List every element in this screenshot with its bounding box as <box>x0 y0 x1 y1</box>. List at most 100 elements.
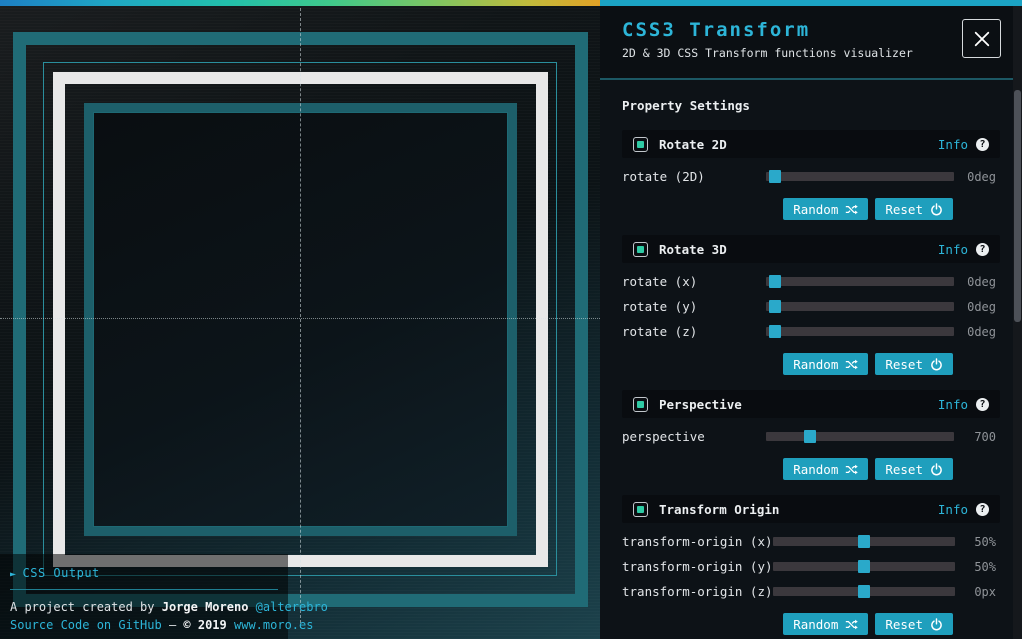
rotate-z-slider[interactable] <box>766 325 954 338</box>
section-title: Rotate 2D <box>659 136 727 152</box>
button-row: Random Reset <box>622 198 1000 220</box>
slider-thumb[interactable] <box>858 585 871 598</box>
close-icon <box>974 31 989 46</box>
author-name: Jorge Moreno <box>161 600 249 614</box>
power-icon <box>931 202 942 215</box>
random-button-label: Random <box>793 616 839 632</box>
settings-panel: CSS3 Transform 2D & 3D CSS Transform fun… <box>600 0 1022 639</box>
twitter-handle-link[interactable]: @alterebro <box>255 600 328 614</box>
slider-row: rotate (2D) 0deg <box>622 164 1000 189</box>
close-button[interactable] <box>962 19 1001 58</box>
slider-row: rotate (z) 0deg <box>622 319 1000 344</box>
transform-origin-x-slider[interactable] <box>772 535 956 548</box>
power-icon <box>931 617 942 630</box>
section-rotate-3d: Rotate 3D Info ? rotate (x) 0deg rotate … <box>622 235 1000 375</box>
transform-origin-z-slider[interactable] <box>772 585 956 598</box>
app-title: CSS3 Transform <box>622 19 811 41</box>
help-circle-icon[interactable]: ? <box>976 397 989 411</box>
css-output-panel: ► CSS Output A project created by Jorge M… <box>0 554 328 639</box>
help-circle-icon[interactable]: ? <box>976 502 989 516</box>
reset-button-label: Reset <box>885 356 923 372</box>
section-enabled-checkbox[interactable] <box>633 241 648 257</box>
checkbox-check-mark <box>637 505 644 513</box>
rotate-y-slider[interactable] <box>766 300 954 313</box>
slider-label: rotate (y) <box>622 299 698 314</box>
slider-value: 0deg <box>967 274 996 289</box>
slider-label: rotate (x) <box>622 274 698 289</box>
button-row: Random Reset <box>622 458 1000 480</box>
help-circle-icon[interactable]: ? <box>976 137 989 151</box>
info-link[interactable]: Info <box>937 396 968 412</box>
css-output-toggle[interactable]: ► CSS Output <box>10 566 278 580</box>
visualizer-stage: ► CSS Output A project created by Jorge M… <box>0 0 600 639</box>
copyright-year: © 2019 <box>183 618 227 632</box>
reset-button[interactable]: Reset <box>875 353 953 375</box>
section-enabled-checkbox[interactable] <box>633 136 648 152</box>
random-button[interactable]: Random <box>783 198 869 220</box>
origin-crosshair-horizontal <box>0 318 600 319</box>
slider-value: 50% <box>974 559 996 574</box>
info-link[interactable]: Info <box>937 501 968 517</box>
shuffle-icon <box>846 464 859 474</box>
slider-row: transform-origin (z) 0px <box>622 579 1000 604</box>
section-rotate-2d: Rotate 2D Info ? rotate (2D) 0deg Random… <box>622 130 1000 220</box>
power-icon <box>931 357 942 370</box>
slider-thumb[interactable] <box>768 300 781 313</box>
checkbox-check-mark <box>637 140 644 148</box>
settings-heading: Property Settings <box>622 98 750 113</box>
website-link[interactable]: www.moro.es <box>234 618 314 632</box>
section-header: Rotate 2D Info ? <box>622 130 1000 158</box>
rotate-x-slider[interactable] <box>766 275 954 288</box>
source-code-link[interactable]: Source Code on GitHub <box>10 618 162 632</box>
section-enabled-checkbox[interactable] <box>633 501 648 517</box>
dash-separator: — <box>161 618 184 632</box>
reset-button[interactable]: Reset <box>875 458 953 480</box>
shuffle-icon <box>846 204 859 214</box>
checkbox-check-mark <box>637 245 644 253</box>
slider-thumb[interactable] <box>768 170 781 183</box>
section-header: Perspective Info ? <box>622 390 1000 418</box>
slider-value: 0deg <box>967 324 996 339</box>
button-row: Random Reset <box>622 613 1000 635</box>
section-enabled-checkbox[interactable] <box>633 396 648 412</box>
slider-thumb[interactable] <box>858 535 871 548</box>
slider-thumb[interactable] <box>803 430 816 443</box>
slider-label: rotate (2D) <box>622 169 705 184</box>
reset-button[interactable]: Reset <box>875 198 953 220</box>
slider-value: 700 <box>974 429 996 444</box>
checkbox-check-mark <box>637 400 644 408</box>
section-title: Perspective <box>659 396 742 412</box>
slider-thumb[interactable] <box>858 560 871 573</box>
shuffle-icon <box>846 619 859 629</box>
section-perspective: Perspective Info ? perspective 700 Rando… <box>622 390 1000 480</box>
reset-button-label: Reset <box>885 616 923 632</box>
help-circle-icon[interactable]: ? <box>976 242 989 256</box>
slider-label: perspective <box>622 429 705 444</box>
transform-origin-y-slider[interactable] <box>772 560 956 573</box>
slider-value: 0deg <box>967 169 996 184</box>
random-button-label: Random <box>793 201 839 217</box>
random-button[interactable]: Random <box>783 613 869 635</box>
section-transform-origin: Transform Origin Info ? transform-origin… <box>622 495 1000 635</box>
button-row: Random Reset <box>622 353 1000 375</box>
info-link[interactable]: Info <box>937 136 968 152</box>
slider-label: transform-origin (x) <box>622 534 773 549</box>
slider-thumb[interactable] <box>768 275 781 288</box>
rotate-2d-slider[interactable] <box>766 170 954 183</box>
section-title: Transform Origin <box>659 501 780 517</box>
perspective-slider[interactable] <box>766 430 954 443</box>
slider-row: rotate (y) 0deg <box>622 294 1000 319</box>
panel-body: Property Settings Rotate 2D Info ? rotat… <box>600 80 1022 639</box>
reset-button-label: Reset <box>885 461 923 477</box>
random-button[interactable]: Random <box>783 353 869 375</box>
reset-button[interactable]: Reset <box>875 613 953 635</box>
source-line: Source Code on GitHub — © 2019 www.moro.… <box>10 616 313 634</box>
random-button[interactable]: Random <box>783 458 869 480</box>
panel-scrollbar-thumb[interactable] <box>1014 90 1021 322</box>
slider-thumb[interactable] <box>768 325 781 338</box>
info-link[interactable]: Info <box>937 241 968 257</box>
section-header: Transform Origin Info ? <box>622 495 1000 523</box>
panel-header: CSS3 Transform 2D & 3D CSS Transform fun… <box>600 6 1022 80</box>
css-output-label: CSS Output <box>22 566 100 580</box>
panel-scrollbar-track[interactable] <box>1013 6 1022 639</box>
